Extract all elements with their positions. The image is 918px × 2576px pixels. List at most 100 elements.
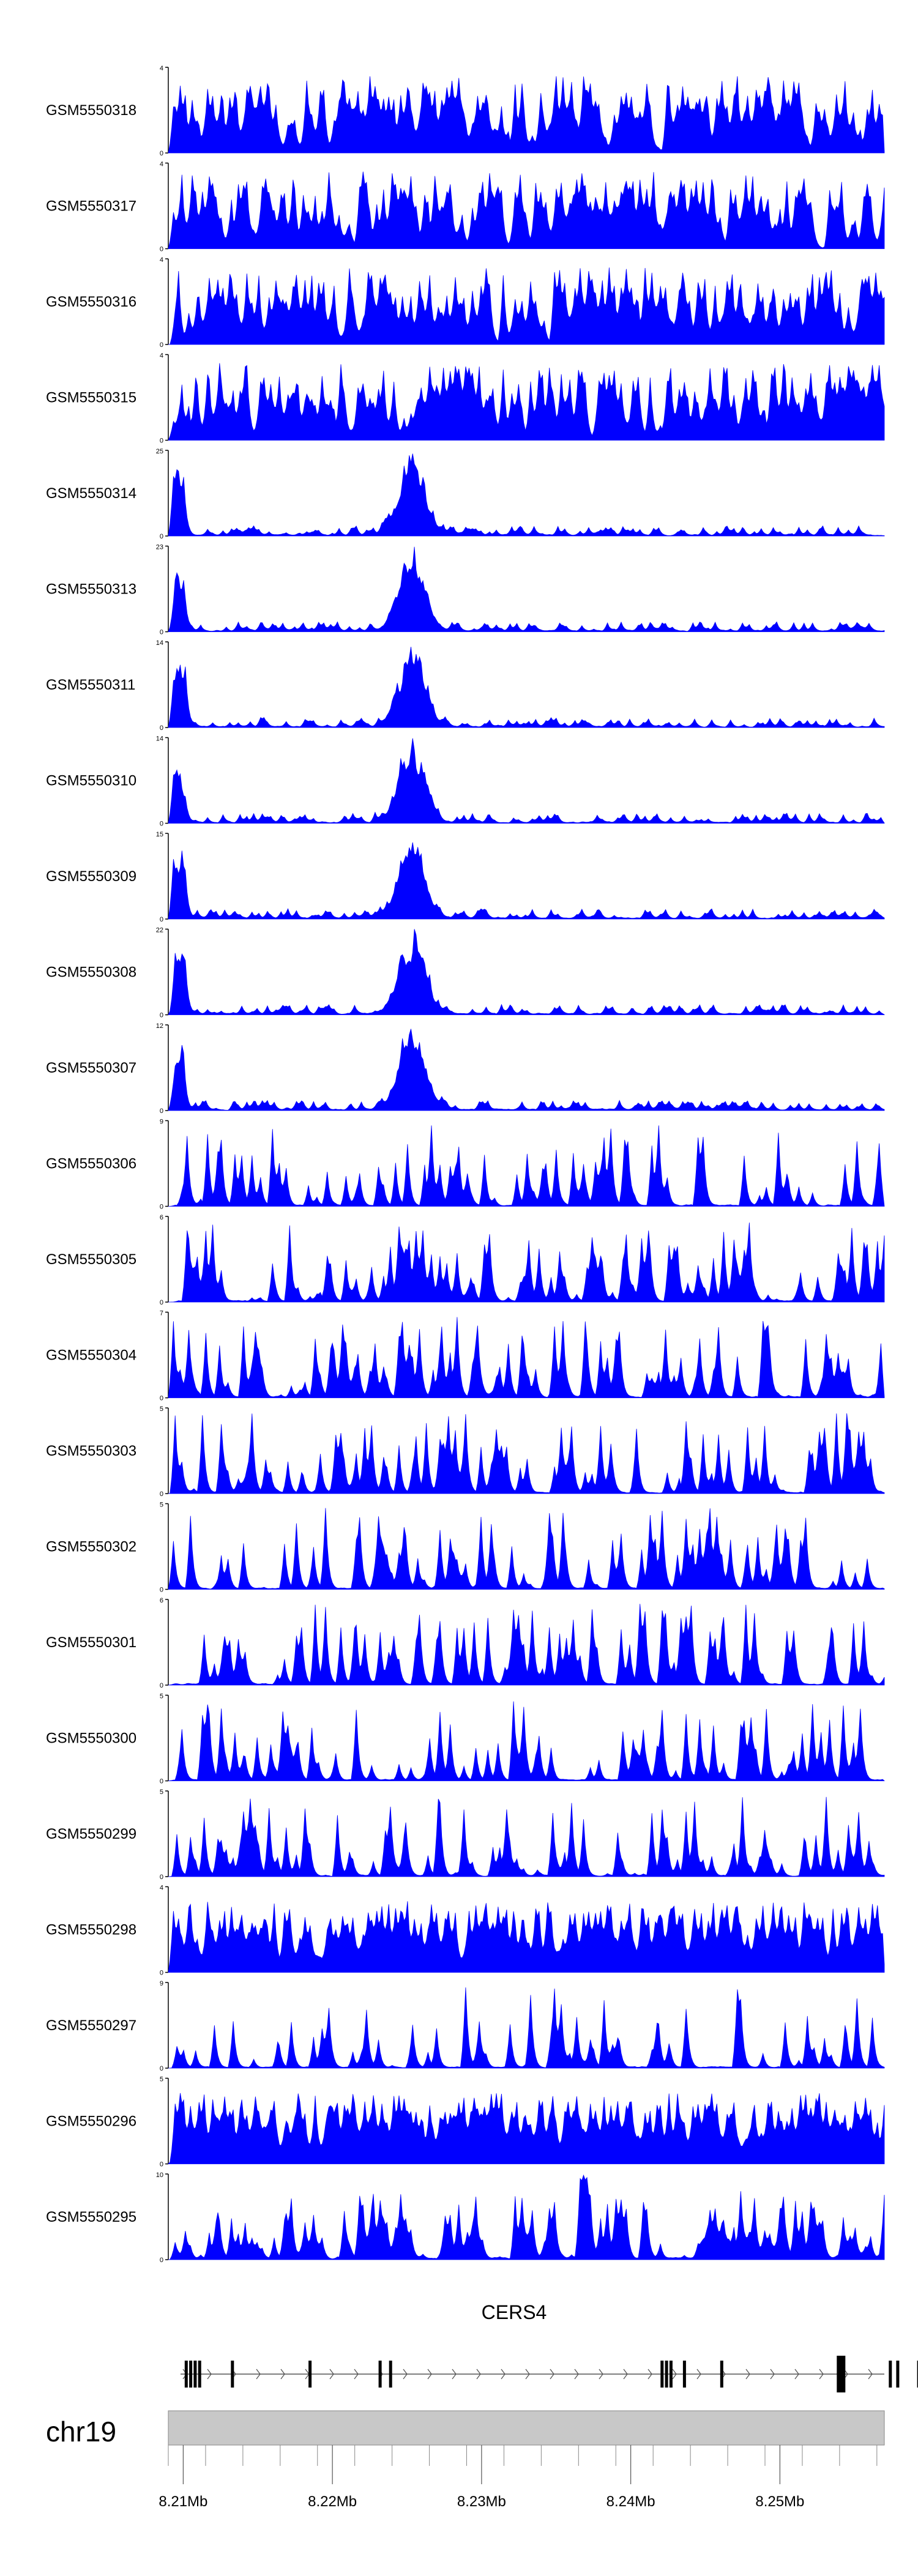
axis-tick-label: 8.22Mb — [308, 2493, 357, 2510]
strand-arrow — [354, 2369, 359, 2380]
y-tick-label-max: 22 — [156, 927, 163, 934]
coverage-track-GSM5550302: GSM5550302 5 0 — [46, 1502, 885, 1594]
exon — [231, 2361, 234, 2388]
strand-arrow — [868, 2369, 873, 2380]
coverage-track-GSM5550311: GSM5550311 14 0 — [46, 639, 885, 732]
exon — [660, 2361, 664, 2388]
y-tick-label-min: 0 — [160, 1778, 163, 1785]
chromosome-label: chr19 — [46, 2416, 116, 2448]
y-tick-label-min: 0 — [160, 1874, 163, 1881]
track-label: GSM5550299 — [46, 1826, 136, 1842]
coverage-track-GSM5550304: GSM5550304 7 0 — [46, 1310, 885, 1402]
coverage-area — [168, 76, 885, 154]
track-label: GSM5550296 — [46, 2113, 136, 2130]
axis-tick-label: 8.23Mb — [457, 2493, 506, 2510]
strand-arrow — [574, 2369, 579, 2380]
strand-arrow — [794, 2369, 799, 2380]
track-label: GSM5550314 — [46, 485, 136, 502]
strand-arrow — [745, 2369, 750, 2380]
track-label: GSM5550306 — [46, 1156, 136, 1172]
coverage-area — [168, 1317, 885, 1398]
y-tick-label-min: 0 — [160, 916, 163, 923]
track-label: GSM5550308 — [46, 964, 136, 981]
y-tick-label-min: 0 — [160, 1491, 163, 1498]
coverage-area — [168, 2093, 885, 2164]
coverage-area — [168, 171, 885, 249]
track-label: GSM5550304 — [46, 1347, 136, 1364]
gene-model-track: CERS4 — [181, 2301, 918, 2392]
coverage-area — [168, 1508, 885, 1590]
track-label: GSM5550317 — [46, 198, 136, 215]
strand-arrow — [550, 2369, 554, 2380]
coverage-area — [168, 842, 885, 920]
coverage-area — [168, 1223, 885, 1303]
y-tick-label-min: 0 — [160, 1682, 163, 1689]
strand-arrow — [647, 2369, 652, 2380]
y-tick-label-max: 9 — [160, 1980, 163, 1987]
strand-arrow — [501, 2369, 506, 2380]
strand-arrow — [476, 2369, 481, 2380]
axis-tick-label: 8.24Mb — [606, 2493, 655, 2510]
y-tick-label-min: 0 — [160, 2257, 163, 2264]
coverage-area — [168, 647, 885, 728]
exon — [378, 2361, 382, 2388]
coverage-area — [168, 267, 885, 345]
y-tick-label-min: 0 — [160, 533, 163, 540]
strand-arrow — [770, 2369, 775, 2380]
coverage-track-GSM5550307: GSM5550307 12 0 — [46, 1022, 885, 1115]
y-tick-label-max: 4 — [160, 352, 163, 360]
exon — [198, 2361, 201, 2388]
coverage-track-GSM5550313: GSM5550313 23 0 — [46, 544, 885, 636]
strand-arrow — [623, 2369, 628, 2380]
track-label: GSM5550297 — [46, 2017, 136, 2034]
strand-arrow — [525, 2369, 530, 2380]
exon — [389, 2361, 392, 2388]
coverage-track-GSM5550305: GSM5550305 6 0 — [46, 1214, 885, 1306]
exon — [189, 2361, 193, 2388]
exon — [837, 2356, 846, 2392]
track-label: GSM5550295 — [46, 2209, 136, 2225]
coverage-area — [168, 1701, 885, 1781]
y-tick-label-max: 23 — [156, 544, 163, 551]
y-tick-label-min: 0 — [160, 1107, 163, 1115]
y-tick-label-max: 12 — [156, 1022, 163, 1030]
exon — [184, 2361, 188, 2388]
y-tick-label-max: 6 — [160, 1214, 163, 1221]
coverage-track-GSM5550303: GSM5550303 5 0 — [46, 1405, 885, 1498]
coverage-area — [168, 1796, 885, 1877]
y-tick-label-max: 5 — [160, 1502, 163, 1509]
y-tick-label-max: 14 — [156, 735, 163, 743]
track-label: GSM5550301 — [46, 1634, 136, 1651]
strand-arrow — [256, 2369, 261, 2380]
axis-tick-label: 8.21Mb — [159, 2493, 207, 2510]
y-tick-label-min: 0 — [160, 246, 163, 253]
strand-arrow — [672, 2369, 677, 2380]
y-tick-label-max: 4 — [160, 1885, 163, 1892]
y-tick-label-max: 4 — [160, 65, 163, 72]
coverage-track-GSM5550296: GSM5550296 5 0 — [46, 2076, 885, 2168]
exon — [669, 2361, 673, 2388]
strand-arrow — [403, 2369, 408, 2380]
y-tick-label-min: 0 — [160, 2065, 163, 2072]
strand-arrow — [819, 2369, 824, 2380]
track-label: GSM5550309 — [46, 868, 136, 885]
coverage-area — [168, 1901, 885, 1973]
track-label: GSM5550318 — [46, 102, 136, 119]
y-tick-label-min: 0 — [160, 1395, 163, 1402]
y-tick-label-min: 0 — [160, 341, 163, 349]
coverage-area — [168, 2174, 885, 2260]
coverage-area — [168, 1029, 885, 1111]
y-tick-label-min: 0 — [160, 629, 163, 636]
coverage-track-GSM5550295: GSM5550295 10 0 — [46, 2172, 885, 2264]
y-tick-label-max: 6 — [160, 1597, 163, 1604]
exon — [682, 2361, 686, 2388]
strand-arrow — [452, 2369, 457, 2380]
coverage-area — [168, 363, 885, 441]
coverage-track-GSM5550310: GSM5550310 14 0 — [46, 735, 885, 828]
track-label: GSM5550313 — [46, 581, 136, 598]
track-label: GSM5550311 — [46, 677, 135, 693]
y-tick-label-min: 0 — [160, 1204, 163, 1211]
coverage-track-GSM5550298: GSM5550298 4 0 — [46, 1885, 885, 1977]
exon — [720, 2361, 723, 2388]
